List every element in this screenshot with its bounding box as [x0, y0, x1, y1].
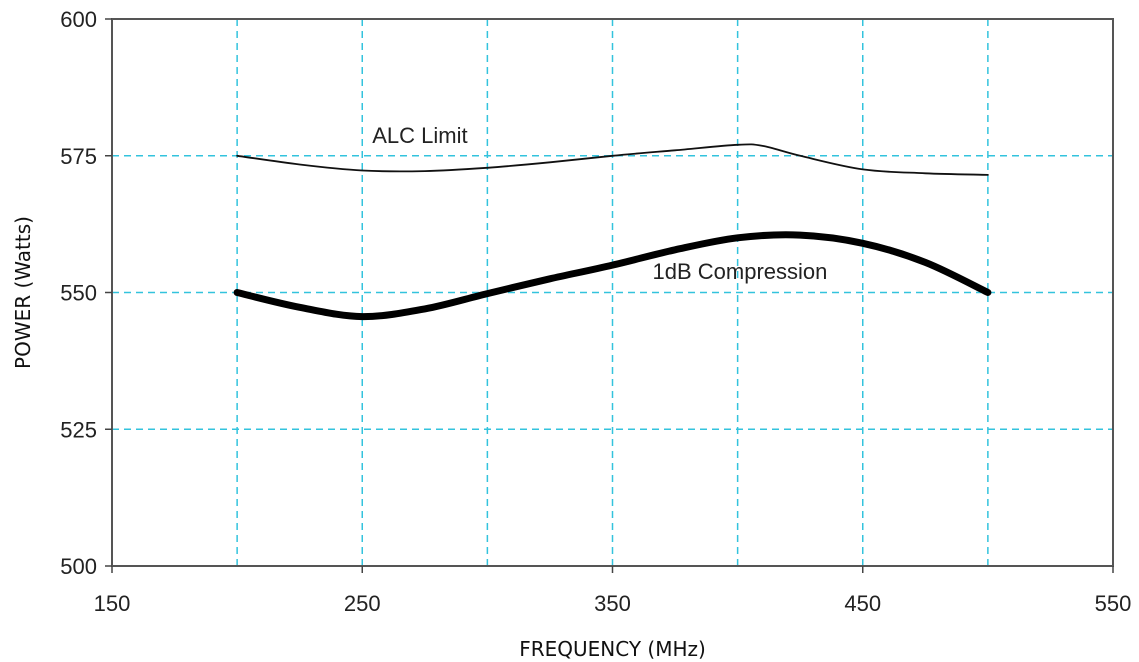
grid-lines	[112, 19, 1113, 566]
y-axis-title: POWER (Watts)	[11, 216, 35, 369]
x-tick-label: 150	[94, 591, 131, 616]
series-lines	[233, 143, 992, 321]
y-tick-label: 500	[60, 554, 97, 579]
y-tick-label: 525	[60, 417, 97, 442]
x-tick-label: 250	[344, 591, 381, 616]
compression-label: 1dB Compression	[653, 259, 828, 284]
alc-limit-label: ALC Limit	[372, 123, 467, 148]
alc-limit-line	[236, 143, 989, 176]
x-axis-title: FREQUENCY (MHz)	[519, 637, 706, 661]
compression-line	[233, 231, 992, 321]
x-tick-label: 450	[844, 591, 881, 616]
y-tick-label: 575	[60, 144, 97, 169]
axis-ticks: 150 250 350 450 550 500 525 550 575 600	[60, 7, 1131, 616]
series-labels: ALC Limit 1dB Compression	[372, 123, 827, 284]
y-tick-label: 550	[60, 281, 97, 306]
x-tick-label: 350	[594, 591, 631, 616]
x-tick-label: 550	[1095, 591, 1132, 616]
y-tick-label: 600	[60, 7, 97, 32]
